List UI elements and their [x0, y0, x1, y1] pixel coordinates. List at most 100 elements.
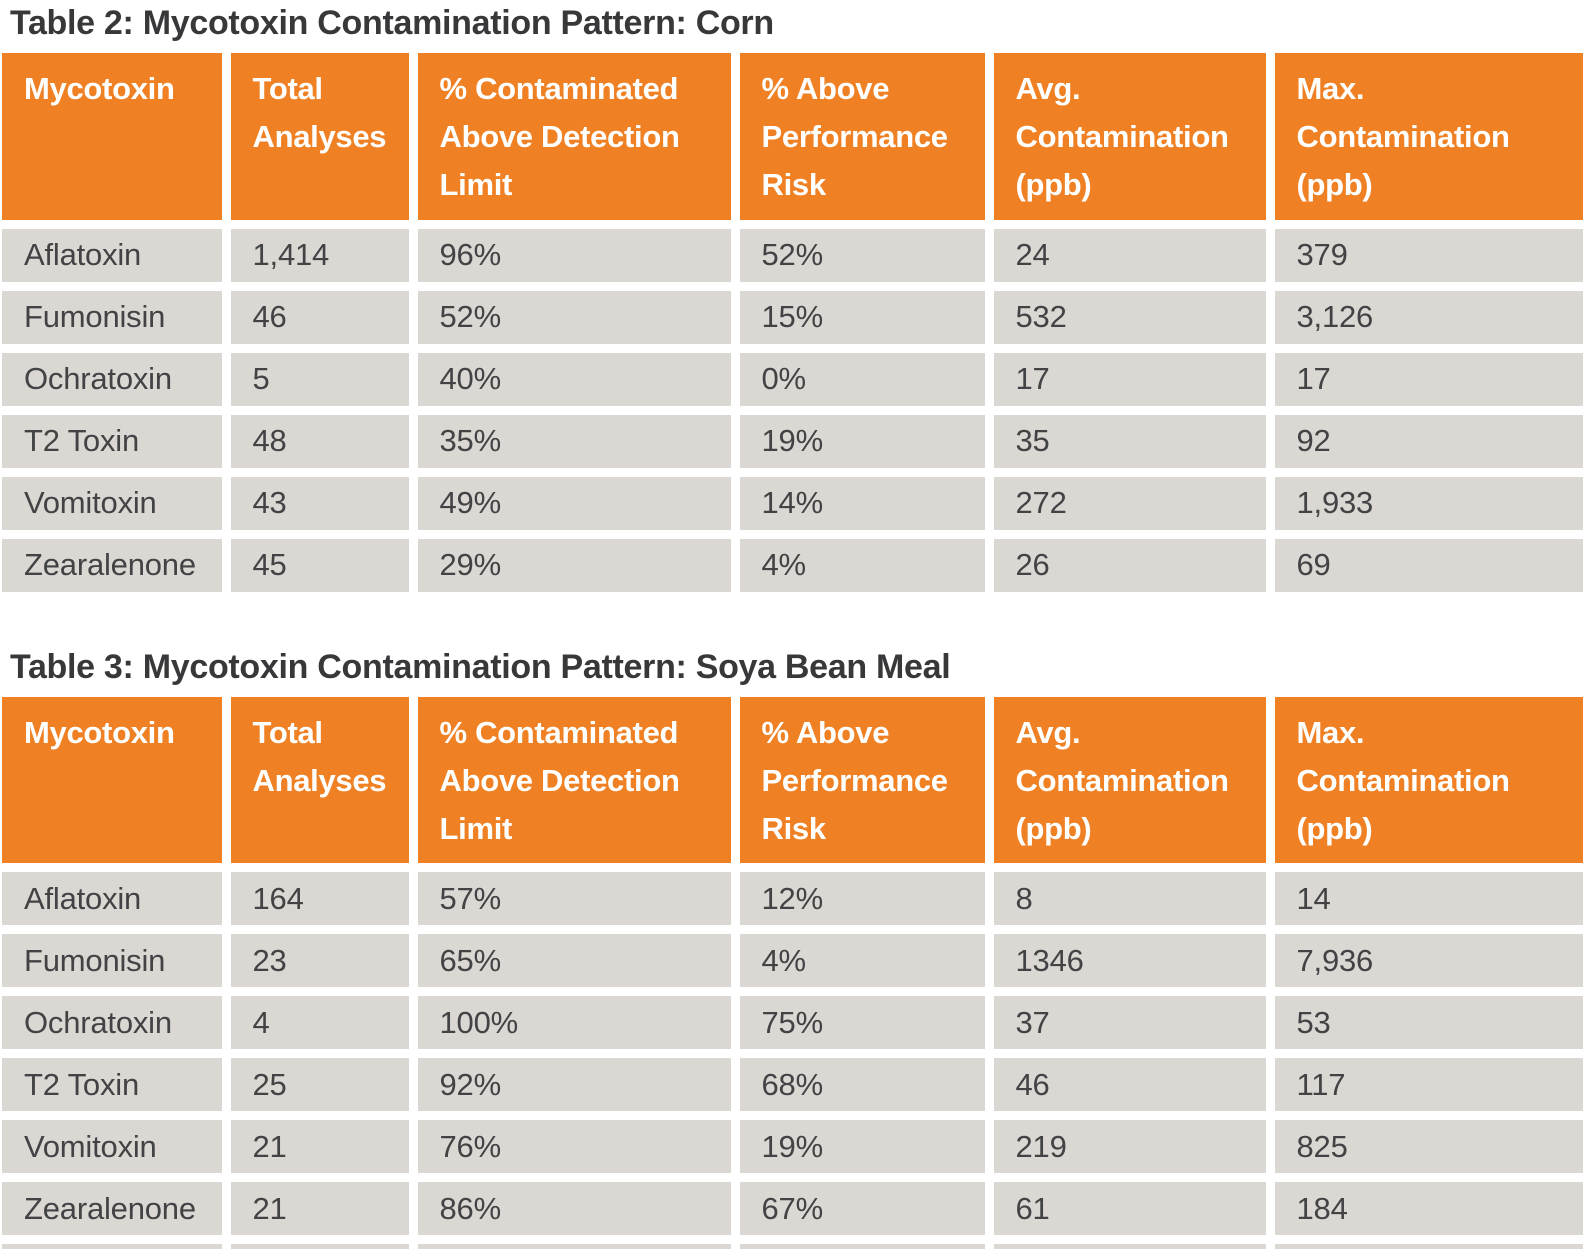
column-header: Avg. Contamination (ppb) — [989, 53, 1275, 229]
soya-table-section: Table 3: Mycotoxin Contamination Pattern… — [2, 647, 1585, 1249]
table-cell: 57% — [413, 867, 740, 934]
column-header: Mycotoxin — [2, 696, 231, 872]
corn-table-section: Table 2: Mycotoxin Contamination Pattern… — [2, 0, 1585, 601]
table-cell: 4% — [735, 534, 994, 601]
table-cell: 14 — [1270, 867, 1583, 934]
table-cell: 184 — [1270, 1177, 1583, 1244]
column-header: % Contaminated Above Detection Limit — [413, 53, 740, 229]
table-cell: 5 — [226, 348, 418, 415]
partial-cell — [1270, 1239, 1583, 1249]
header-row: Mycotoxin Total Analyses% Contaminated Ab… — [2, 696, 1583, 872]
table-cell: 37 — [989, 991, 1275, 1058]
table-cell: 379 — [1270, 224, 1583, 291]
table-cell: 46 — [989, 1053, 1275, 1120]
table-cell: 61 — [989, 1177, 1275, 1244]
table-row: Ochratoxin 4 100% 75% 37 53 — [2, 991, 1583, 1058]
table-cell: 4 — [226, 991, 418, 1058]
table-header-row: Mycotoxin Total Analyses% Contaminated Ab… — [2, 696, 1583, 872]
table-cell: Zearalenone — [2, 1177, 231, 1244]
partial-cell — [413, 1239, 740, 1249]
column-header: Avg. Contamination (ppb) — [989, 696, 1275, 872]
table-cell: 19% — [735, 410, 994, 477]
table-row: Fumonisin 23 65% 4% 1346 7,936 — [2, 929, 1583, 996]
table-cell: 92 — [1270, 410, 1583, 477]
partial-cell — [735, 1239, 994, 1249]
column-header: Total Analyses — [226, 53, 418, 229]
corn-table-title: Table 2: Mycotoxin Contamination Pattern… — [10, 4, 774, 42]
header-row: Mycotoxin Total Analyses% Contaminated Ab… — [2, 53, 1583, 229]
mycotoxin-table-soya-bean-meal: Mycotoxin Total Analyses% Contaminated Ab… — [2, 696, 1583, 1249]
table-cell: 21 — [226, 1177, 418, 1244]
table-cell: 67% — [735, 1177, 994, 1244]
table-cell: 0% — [735, 348, 994, 415]
table-cell: 272 — [989, 472, 1275, 539]
table-cell: T2 Toxin — [2, 1053, 231, 1120]
table-cell: 96% — [413, 224, 740, 291]
table-cell: 21 — [226, 1115, 418, 1182]
table-cell: 69 — [1270, 534, 1583, 601]
table-row: Ochratoxin 5 40% 0% 17 17 — [2, 348, 1583, 415]
table-cell: Zearalenone — [2, 534, 231, 601]
table-cell: 532 — [989, 286, 1275, 353]
table-row: T2 Toxin 48 35% 19% 35 92 — [2, 410, 1583, 477]
column-header: Max. Contamination (ppb) — [1270, 696, 1583, 872]
table-cell: 40% — [413, 348, 740, 415]
table-cell: 3,126 — [1270, 286, 1583, 353]
table-cell: Vomitoxin — [2, 1115, 231, 1182]
table-cell: 43 — [226, 472, 418, 539]
table-cell: 45 — [226, 534, 418, 601]
partial-cut-off-row — [2, 1239, 1583, 1249]
table-cell: 46 — [226, 286, 418, 353]
table-cell: 35% — [413, 410, 740, 477]
table-cell: 52% — [413, 286, 740, 353]
table-row: Aflatoxin 164 57% 12% 8 14 — [2, 867, 1583, 934]
table-body: Aflatoxin 164 57% 12% 8 14 Fumonisin 23 65% 4% 134… — [2, 867, 1583, 1249]
table-cell: 17 — [1270, 348, 1583, 415]
table-cell: 92% — [413, 1053, 740, 1120]
table-cell: 52% — [735, 224, 994, 291]
table-cell: Ochratoxin — [2, 991, 231, 1058]
table-cell: 35 — [989, 410, 1275, 477]
table-cell: 100% — [413, 991, 740, 1058]
table-cell: 17 — [989, 348, 1275, 415]
table-cell: 7,936 — [1270, 929, 1583, 996]
table-row: Zearalenone 21 86% 67% 61 184 — [2, 1177, 1583, 1244]
table-cell: Vomitoxin — [2, 472, 231, 539]
column-header: % Above Performance Risk — [735, 53, 994, 229]
column-header: % Contaminated Above Detection Limit — [413, 696, 740, 872]
table-row: Vomitoxin 43 49% 14% 272 1,933 — [2, 472, 1583, 539]
table-cell: 23 — [226, 929, 418, 996]
table-cell: 825 — [1270, 1115, 1583, 1182]
partial-cell — [226, 1239, 418, 1249]
table-cell: 75% — [735, 991, 994, 1058]
table-cell: Fumonisin — [2, 929, 231, 996]
table-cell: Ochratoxin — [2, 348, 231, 415]
column-header: % Above Performance Risk — [735, 696, 994, 872]
table-cell: 68% — [735, 1053, 994, 1120]
mycotoxin-table-corn: Mycotoxin Total Analyses% Contaminated Ab… — [2, 53, 1583, 601]
table-cell: 86% — [413, 1177, 740, 1244]
table-row: Aflatoxin 1,414 96% 52% 24 379 — [2, 224, 1583, 291]
table-cell: 14% — [735, 472, 994, 539]
table-cell: 1,933 — [1270, 472, 1583, 539]
table-cell: 48 — [226, 410, 418, 477]
table-cell: 8 — [989, 867, 1275, 934]
table-cell: 4% — [735, 929, 994, 996]
partial-cell — [2, 1239, 231, 1249]
table-cell: 164 — [226, 867, 418, 934]
table-cell: 117 — [1270, 1053, 1583, 1120]
table-cell: 12% — [735, 867, 994, 934]
table-cell: 219 — [989, 1115, 1275, 1182]
table-cell: 24 — [989, 224, 1275, 291]
table-row: Fumonisin 46 52% 15% 532 3,126 — [2, 286, 1583, 353]
table-row: Zearalenone 45 29% 4% 26 69 — [2, 534, 1583, 601]
table-cell: 19% — [735, 1115, 994, 1182]
column-header: Mycotoxin — [2, 53, 231, 229]
table-cell: 65% — [413, 929, 740, 996]
table-body: Aflatoxin 1,414 96% 52% 24 379 Fumonisin 46 52% 1… — [2, 224, 1583, 601]
table-cell: 53 — [1270, 991, 1583, 1058]
table-cell: 1,414 — [226, 224, 418, 291]
table-header-row: Mycotoxin Total Analyses% Contaminated Ab… — [2, 53, 1583, 229]
table-cell: 29% — [413, 534, 740, 601]
table-cell: Aflatoxin — [2, 224, 231, 291]
